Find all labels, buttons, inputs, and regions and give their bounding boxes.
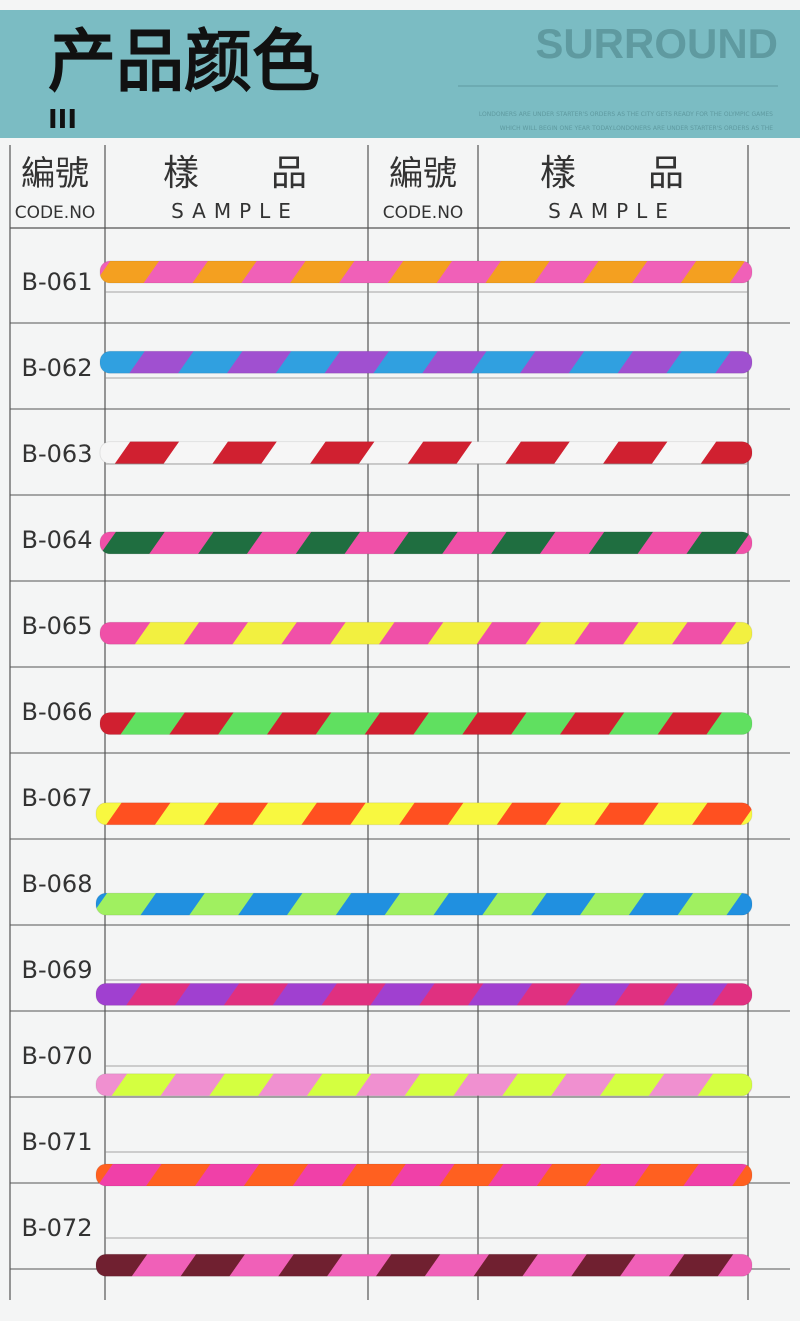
code-label: B-065 [22,612,93,640]
header-band [0,10,800,138]
header-title: 产品颜色 [48,23,320,102]
sample-strip [95,1253,753,1277]
sample-strip [95,892,753,916]
code-label: B-069 [22,956,93,984]
sample-strip [99,621,753,645]
sample-strip [95,1073,753,1097]
header-mark: III [48,105,77,135]
column-header-en: CODE.NO [383,203,464,223]
tagline: LONDONERS ARE UNDER STARTER'S ORDERS AS … [479,111,773,118]
column-header: 樣 品 [540,153,684,194]
column-header-en: SAMPLE [171,199,299,223]
column-header-en: SAMPLE [548,199,676,223]
sample-strip [95,1163,753,1187]
code-label: B-066 [22,698,93,726]
color-table: 編號 CODE.NO 樣 品 SAMPLE 編號 CODE.NO 樣 品 SAMPLE B-06… [9,145,790,1300]
sample-strip [95,802,753,826]
sample-strip [95,982,753,1006]
column-header: 樣 品 [163,153,307,194]
code-label: B-068 [22,870,93,898]
code-label: B-062 [22,354,93,382]
sample-strip [99,350,753,374]
sample-strip [99,441,753,465]
code-label: B-070 [22,1042,93,1070]
code-label: B-071 [22,1128,93,1156]
code-label: B-064 [22,526,93,554]
tagline: WHICH WILL BEGIN ONE YEAR TODAY.LONDONER… [500,125,773,132]
column-header: 編號 [389,154,457,194]
sample-strip [99,260,753,284]
code-label: B-061 [22,268,93,296]
column-header: 編號 [21,154,89,194]
code-label: B-067 [22,784,93,812]
sample-strip [99,712,753,735]
code-label: B-063 [22,440,93,468]
column-header-en: CODE.NO [15,203,96,223]
brand: SURROUND [535,20,778,67]
code-label: B-072 [22,1214,93,1242]
sample-strip [99,531,753,555]
